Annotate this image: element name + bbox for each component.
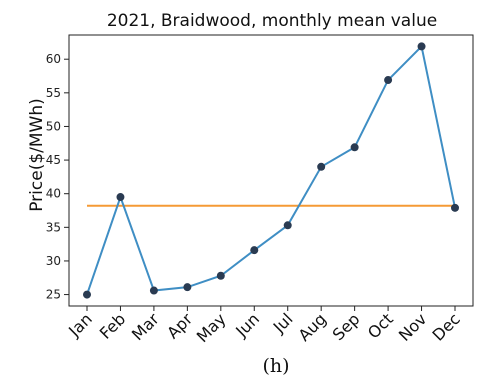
data-point — [183, 283, 192, 292]
y-tick-label: 45 — [46, 153, 61, 167]
x-tick-label: May — [193, 309, 230, 346]
data-point — [116, 193, 125, 202]
data-point — [83, 290, 91, 299]
data-point — [250, 246, 259, 255]
data-point — [283, 221, 292, 230]
y-axis-label: Price($/MWh) — [27, 98, 47, 212]
y-tick-label: 60 — [46, 52, 61, 66]
x-tick-label: Jun — [231, 309, 263, 341]
x-tick-label: Jan — [64, 309, 96, 341]
y-tick-label: 55 — [46, 86, 61, 100]
data-point — [350, 143, 359, 152]
data-point — [384, 76, 393, 85]
x-tick-label: Mar — [128, 309, 163, 344]
x-tick-label: Sep — [329, 309, 364, 344]
x-tick-label: Feb — [96, 309, 129, 342]
data-point — [149, 286, 158, 295]
data-points — [83, 42, 459, 299]
data-point — [317, 162, 326, 171]
x-tick-label: Oct — [364, 309, 397, 342]
x-tick-label: Apr — [163, 309, 196, 342]
figure-caption: (h) — [262, 355, 289, 377]
chart-title: 2021, Braidwood, monthly mean value — [107, 11, 437, 31]
x-tick-label: Dec — [428, 309, 463, 344]
data-point — [216, 271, 225, 280]
y-axis-ticks: 25 30 35 40 45 50 55 60 — [46, 52, 69, 302]
x-tick-label: Jul — [269, 309, 297, 337]
x-tick-label: Nov — [395, 309, 431, 345]
series-line — [86, 44, 456, 295]
data-point — [417, 42, 426, 51]
y-tick-label: 35 — [46, 220, 61, 234]
y-tick-label: 50 — [46, 119, 61, 133]
plot-frame — [68, 34, 474, 307]
y-tick-label: 30 — [46, 254, 61, 268]
y-tick-label: 40 — [46, 187, 61, 201]
y-tick-label: 25 — [46, 288, 61, 302]
data-point — [451, 203, 459, 212]
x-tick-label: Aug — [294, 309, 330, 345]
